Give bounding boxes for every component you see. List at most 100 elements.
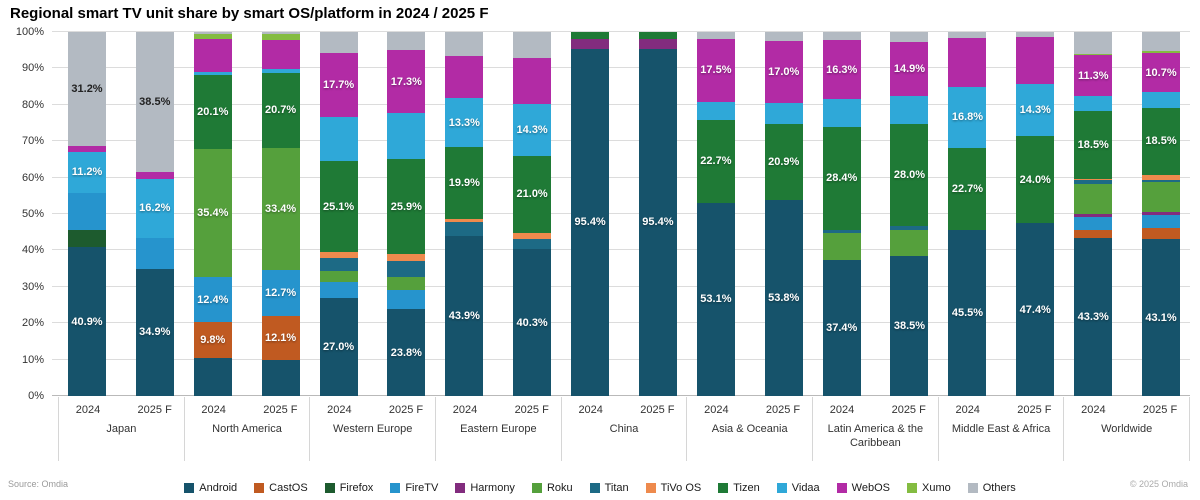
segment-roku xyxy=(890,229,929,256)
segment-label: 33.4% xyxy=(264,202,297,215)
segment-label: 9.8% xyxy=(200,334,226,347)
x-axis-year-label: 2024 xyxy=(1081,404,1106,416)
x-axis-region-label: China xyxy=(609,423,639,435)
legend-swatch xyxy=(776,483,787,493)
x-axis-year-label: 2024 xyxy=(75,404,101,416)
segment-android: 37.4% xyxy=(822,259,861,396)
segment-firefox xyxy=(68,229,106,248)
segment-label: 53.8% xyxy=(768,292,800,305)
stacked-bar: 38.5% 28.0% 14.9% xyxy=(890,32,929,396)
segment-vidaa xyxy=(1142,92,1181,108)
gridline xyxy=(52,358,1190,360)
segment-webos: 17.3% xyxy=(387,50,426,114)
legend-item-castos: CastOS xyxy=(254,482,308,494)
segment-webos: 17.5% xyxy=(696,38,735,103)
legend-label: Others xyxy=(982,482,1016,494)
stacked-bar: 23.8% 25.9% 17.3% xyxy=(387,32,426,396)
segment-label: 24.0% xyxy=(1019,173,1051,186)
segment-roku xyxy=(387,276,426,291)
x-axis-year-label: 2024 xyxy=(955,404,980,416)
segment-label: 43.9% xyxy=(448,310,480,323)
legend-swatch xyxy=(645,483,656,493)
segment-castos: 12.1% xyxy=(261,315,300,360)
segment-others xyxy=(1074,32,1113,54)
legend-swatch xyxy=(531,483,542,493)
legend-label: WebOS xyxy=(851,482,890,494)
segment-vidaa xyxy=(261,69,300,73)
segment-label: 37.4% xyxy=(826,321,858,334)
segment-tizen xyxy=(571,32,610,40)
segment-vidaa xyxy=(193,72,232,76)
segment-label: 17.0% xyxy=(768,66,800,79)
x-axis-year-label: 2025 F xyxy=(891,404,926,416)
stacked-bar: 95.4% xyxy=(571,32,610,396)
legend-item-tizen: Tizen xyxy=(718,482,760,494)
y-axis-tick-label: 10% xyxy=(21,353,44,366)
y-axis: 0% 10% 20% 30% 40% 50% 60% 70% 80% 90% 100% xyxy=(0,26,52,402)
legend-swatch xyxy=(589,483,600,493)
segment-tizen: 20.7% xyxy=(261,72,300,149)
segment-android: 40.9% xyxy=(68,247,106,396)
segment-others xyxy=(1016,32,1055,37)
source-note: Source: Omdia xyxy=(8,479,69,489)
stacked-bar: 95.4% xyxy=(638,32,677,396)
x-axis-year-label: 2025 F xyxy=(1142,404,1178,416)
segment-xumo xyxy=(193,34,232,39)
segment-tivo-os xyxy=(1142,175,1181,181)
segment-roku xyxy=(319,271,358,283)
segment-castos: 9.8% xyxy=(193,322,232,359)
legend-item-harmony: Harmony xyxy=(455,482,515,494)
segment-label: 18.5% xyxy=(1077,139,1109,152)
segment-webos xyxy=(948,37,987,87)
y-axis-tick-label: 20% xyxy=(21,317,44,330)
segment-label: 43.3% xyxy=(1077,311,1109,324)
stacked-bar: 53.8% 20.9% 17.0% xyxy=(764,32,803,396)
stacked-bar: 40.9% 11.2% 31.2% xyxy=(68,32,106,396)
segment-tizen: 22.7% xyxy=(948,147,987,231)
region-group: 45.5% 22.7% 16.8% 47.4% 24.0% 14.3% xyxy=(938,32,1064,396)
segment-tizen: 24.0% xyxy=(1016,136,1055,224)
stacked-bar: 40.3% 21.0% 14.3% xyxy=(513,32,552,396)
segment-webos: 10.7% xyxy=(1142,53,1181,93)
x-axis-years: 2024 2025 F xyxy=(436,404,561,416)
gridline xyxy=(52,103,1190,105)
segment-firetv: 12.4% xyxy=(193,277,232,323)
legend-label: Android xyxy=(199,482,238,494)
segment-titan xyxy=(822,230,861,234)
segment-label: 34.9% xyxy=(139,326,171,339)
x-axis-region-label: Eastern Europe xyxy=(460,423,537,435)
segment-android: 53.1% xyxy=(696,202,735,396)
x-axis-year-label: 2024 xyxy=(452,404,478,416)
segment-label: 12.7% xyxy=(264,286,297,299)
segment-tivo-os xyxy=(319,252,358,259)
segment-titan xyxy=(1074,180,1113,185)
x-axis-year-label: 2025 F xyxy=(514,404,549,416)
x-axis-year-label: 2024 xyxy=(327,404,352,416)
segment-label: 14.3% xyxy=(1019,104,1051,117)
segment-vidaa: 14.3% xyxy=(1016,84,1055,137)
legend-label: Tizen xyxy=(733,482,760,494)
segment-label: 28.0% xyxy=(893,168,926,181)
x-axis-year-label: 2025 F xyxy=(388,404,424,416)
segment-label: 31.2% xyxy=(71,82,103,95)
gridline xyxy=(52,67,1190,69)
y-axis-tick-label: 50% xyxy=(21,208,44,220)
y-axis-tick-label: 80% xyxy=(21,98,44,111)
segment-label: 14.9% xyxy=(893,63,926,76)
segment-others xyxy=(764,32,803,42)
legend-item-xumo: Xumo xyxy=(906,482,951,494)
segment-tizen: 28.0% xyxy=(890,123,929,226)
x-axis: 2024 2025 F Japan 2024 2025 F North America 20… xyxy=(58,397,1191,461)
segment-harmony xyxy=(1142,211,1181,216)
segment-label: 40.3% xyxy=(516,316,548,329)
segment-label: 18.5% xyxy=(1145,135,1177,148)
gridline xyxy=(52,176,1190,178)
gridline xyxy=(52,285,1190,287)
segment-label: 16.2% xyxy=(139,202,171,215)
segment-vidaa: 14.3% xyxy=(513,104,552,157)
legend-label: TiVo OS xyxy=(660,482,702,494)
segment-tizen: 21.0% xyxy=(513,156,552,233)
segment-label: 22.7% xyxy=(951,183,984,196)
segment-webos: 11.3% xyxy=(1074,55,1113,97)
y-axis-tick-label: 0% xyxy=(28,390,44,402)
